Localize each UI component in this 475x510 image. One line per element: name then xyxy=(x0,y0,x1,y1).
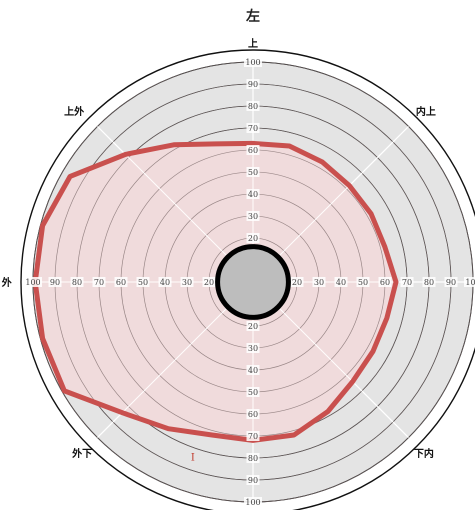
tick-label: 100 xyxy=(25,278,40,287)
tick-label-bg xyxy=(378,277,392,287)
direction-label: 内上 xyxy=(416,105,436,118)
tick-label-bg xyxy=(246,365,260,375)
tick-label: 80 xyxy=(72,278,82,287)
tick-label: 20 xyxy=(248,234,258,243)
tick-label-bg xyxy=(246,453,260,463)
tick-label-bg xyxy=(334,277,348,287)
tick-label: 80 xyxy=(248,102,258,111)
tick-label: 90 xyxy=(446,278,456,287)
visual-field-area xyxy=(35,143,396,441)
tick-label: 50 xyxy=(248,168,258,177)
tick-label: 40 xyxy=(160,278,170,287)
chart-title: 左 xyxy=(246,9,260,25)
tick-label-bg xyxy=(400,277,414,287)
tick-label-bg xyxy=(246,475,260,485)
direction-label: 外下 xyxy=(71,447,92,460)
tick-label: 100 xyxy=(245,58,260,67)
tick-label: 60 xyxy=(380,278,390,287)
tick-label: 60 xyxy=(248,410,258,419)
tick-label-bg xyxy=(464,277,475,287)
tick-label: 50 xyxy=(138,278,148,287)
tick-label-bg xyxy=(422,277,436,287)
tick-label-bg xyxy=(246,387,260,397)
tick-label-bg xyxy=(312,277,326,287)
tick-label-bg xyxy=(136,277,150,287)
tick-label: 40 xyxy=(248,366,258,375)
blind-spot-marker xyxy=(215,244,291,320)
tick-label-bg xyxy=(158,277,172,287)
tick-label-bg xyxy=(246,123,260,133)
tick-label-bg xyxy=(246,233,260,243)
tick-label-bg xyxy=(24,277,42,287)
tick-label-bg xyxy=(246,167,260,177)
direction-label: 上外 xyxy=(64,105,84,118)
annotation-mark: I xyxy=(191,453,195,464)
tick-label: 70 xyxy=(248,124,258,133)
tick-label-bg xyxy=(70,277,84,287)
tick-label-bg xyxy=(48,277,62,287)
direction-label: 外 xyxy=(1,276,12,289)
tick-label: 90 xyxy=(248,80,258,89)
tick-label-bg xyxy=(246,145,260,155)
tick-label-bg xyxy=(246,343,260,353)
tick-label: 100 xyxy=(245,498,260,507)
tick-label: 50 xyxy=(248,388,258,397)
tick-label-bg xyxy=(246,321,260,331)
tick-label: 60 xyxy=(116,278,126,287)
tick-label: 30 xyxy=(248,212,258,221)
tick-label: 20 xyxy=(204,278,214,287)
tick-label: 30 xyxy=(314,278,324,287)
tick-label-bg xyxy=(246,211,260,221)
tick-label-bg xyxy=(92,277,106,287)
tick-label: 30 xyxy=(248,344,258,353)
tick-label-bg xyxy=(114,277,128,287)
tick-label-bg xyxy=(246,431,260,441)
tick-label-bg xyxy=(202,277,216,287)
tick-label: 40 xyxy=(248,190,258,199)
tick-label: 40 xyxy=(336,278,346,287)
tick-label: 20 xyxy=(248,322,258,331)
tick-label: 20 xyxy=(292,278,302,287)
tick-label-bg xyxy=(246,409,260,419)
tick-label-bg xyxy=(180,277,194,287)
direction-label: 上 xyxy=(248,37,258,50)
tick-label-bg xyxy=(244,497,262,507)
tick-label: 100 xyxy=(465,278,475,287)
tick-label-bg xyxy=(246,189,260,199)
tick-label-bg xyxy=(290,277,304,287)
tick-label-bg xyxy=(244,57,262,67)
tick-label-bg xyxy=(246,101,260,111)
tick-label: 50 xyxy=(358,278,368,287)
tick-label: 30 xyxy=(182,278,192,287)
tick-label: 90 xyxy=(50,278,60,287)
tick-label: 80 xyxy=(424,278,434,287)
tick-label-bg xyxy=(246,79,260,89)
tick-label: 70 xyxy=(94,278,104,287)
tick-label: 70 xyxy=(402,278,412,287)
tick-label: 90 xyxy=(248,476,258,485)
tick-label-bg xyxy=(356,277,370,287)
direction-label: 下内 xyxy=(414,447,434,460)
tick-label: 80 xyxy=(248,454,258,463)
tick-label: 60 xyxy=(248,146,258,155)
tick-label-bg xyxy=(444,277,458,287)
tick-label: 70 xyxy=(248,432,258,441)
